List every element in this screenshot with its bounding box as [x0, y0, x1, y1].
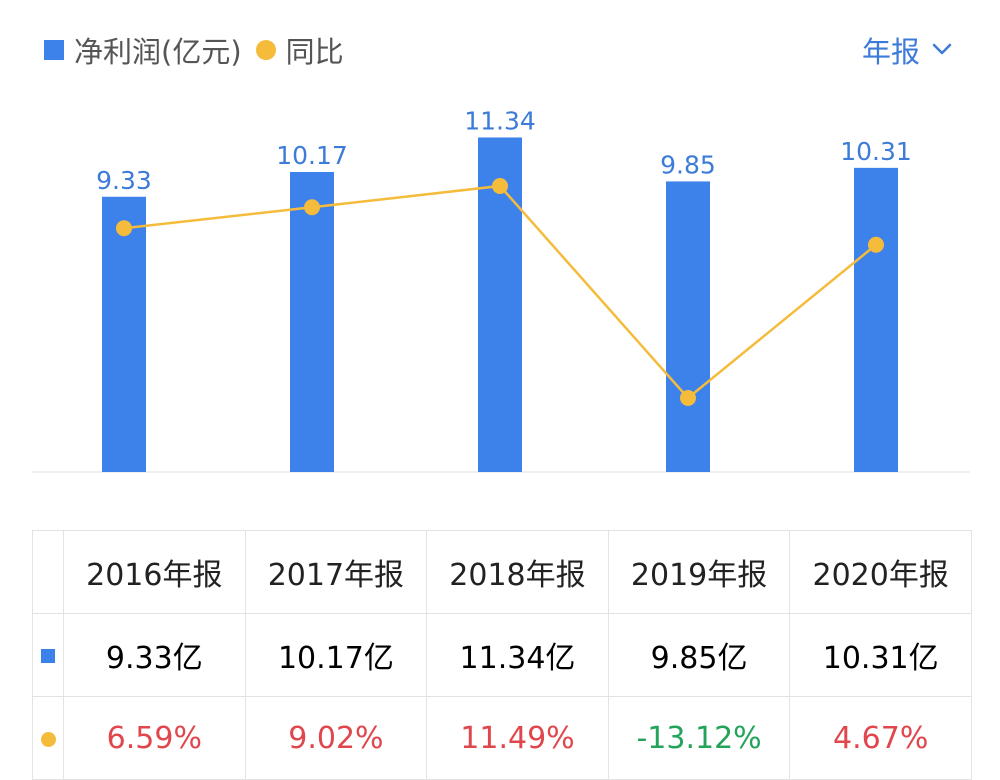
profit-chart: 9.33 10.17 11.34 9.85 10.31 [32, 106, 970, 473]
profit-marker-swatch [41, 649, 55, 663]
yoy-point [680, 390, 696, 406]
yoy-point [492, 178, 508, 194]
bar-value-label: 9.85 [660, 150, 716, 179]
table-header-row: 2016年报 2017年报 2018年报 2019年报 2020年报 [32, 530, 972, 614]
period-selector[interactable]: 年报 [862, 30, 952, 70]
legend-item-yoy: 同比 [255, 29, 344, 71]
legend-yoy-label: 同比 [285, 35, 344, 69]
profit-row-marker [32, 613, 64, 697]
legend-profit-label: 净利润(亿元) [74, 35, 242, 69]
yoy-point [868, 236, 884, 253]
table-row-yoy: 6.59% 9.02% 11.49% -13.12% 4.67% [32, 696, 972, 780]
table-header-cell: 2017年报 [244, 530, 428, 614]
table-cell-profit: 10.31亿 [789, 613, 972, 697]
bar-value-label: 9.33 [96, 166, 152, 195]
table-cell-yoy: -13.12% [607, 696, 791, 780]
chart-legend: 净利润(亿元) 同比 [44, 30, 358, 70]
yoy-row-marker [32, 696, 64, 780]
yoy-point [304, 199, 320, 216]
table-cell-profit: 9.33亿 [63, 613, 246, 697]
bar-2019年报 [666, 181, 710, 473]
bar-value-label: 11.34 [464, 106, 536, 135]
legend-item-profit: 净利润(亿元) [44, 29, 242, 71]
table-cell-yoy: 4.67% [789, 696, 972, 780]
table-cell-yoy: 11.49% [426, 696, 609, 780]
yoy-point [116, 220, 132, 237]
bar-value-label: 10.31 [840, 137, 912, 166]
table-header-cell: 2020年报 [789, 530, 972, 614]
table-cell-profit: 11.34亿 [426, 613, 609, 697]
table-header-cell: 2019年报 [607, 530, 791, 614]
table-cell-profit: 9.85亿 [607, 613, 791, 697]
data-table: 2016年报 2017年报 2018年报 2019年报 2020年报 9.33亿… [32, 530, 972, 780]
legend-yoy-swatch [255, 40, 276, 60]
legend-profit-swatch [44, 40, 64, 60]
chevron-down-icon [932, 41, 952, 60]
yoy-marker-swatch [40, 731, 56, 747]
table-cell-yoy: 6.59% [63, 696, 246, 780]
bar-value-label: 10.17 [276, 141, 348, 170]
table-cell-yoy: 9.02% [244, 696, 428, 780]
table-corner-cell [32, 530, 64, 614]
table-cell-profit: 10.17亿 [244, 613, 428, 697]
table-header-cell: 2016年报 [63, 530, 246, 614]
table-header-cell: 2018年报 [426, 530, 609, 614]
period-selector-label: 年报 [861, 35, 920, 69]
bar-2020年报 [854, 167, 898, 472]
bar-2016年报 [102, 196, 146, 472]
table-row-profit: 9.33亿 10.17亿 11.34亿 9.85亿 10.31亿 [32, 613, 972, 697]
bar-2017年报 [290, 171, 334, 473]
